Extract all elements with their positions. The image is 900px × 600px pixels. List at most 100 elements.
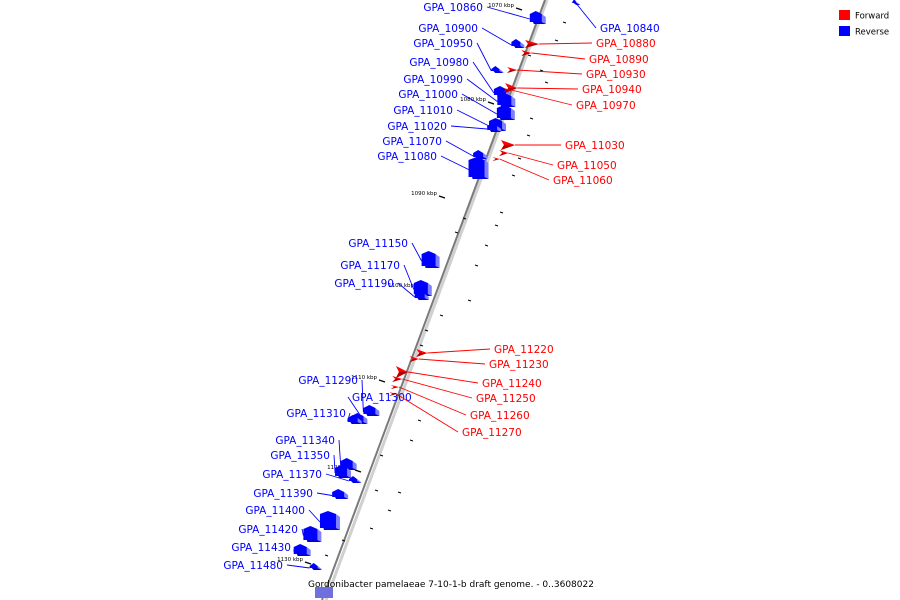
gene-feature[interactable] [491, 66, 504, 73]
gene-feature[interactable] [389, 392, 397, 396]
gene-label[interactable]: GPA_11430 [231, 542, 291, 554]
gene-shadow-face [317, 529, 322, 542]
gene-feature[interactable] [521, 50, 532, 56]
gene-shadow-face [497, 126, 502, 132]
gene-feature[interactable] [395, 366, 408, 378]
gene-feature[interactable] [511, 39, 525, 48]
gene-leader-line [338, 439, 342, 466]
minor-tick [424, 329, 429, 332]
gene-label[interactable]: GPA_11190 [334, 278, 394, 290]
gene-label[interactable]: GPA_11310 [286, 408, 346, 420]
gene-body [491, 66, 500, 71]
gene-feature[interactable] [392, 376, 403, 382]
gene-leader-line [398, 386, 467, 416]
gene-label[interactable]: GPA_11220 [494, 344, 554, 356]
minor-tick [467, 299, 472, 302]
gene-side-face [521, 53, 532, 56]
gene-label[interactable]: GPA_11300 [352, 392, 412, 404]
gene-feature[interactable] [503, 88, 512, 92]
gene-label[interactable]: GPA_11420 [238, 524, 298, 536]
gene-label[interactable]: GPA_11000 [398, 89, 458, 101]
gene-leader-line [466, 78, 498, 102]
gene-label[interactable]: GPA_11150 [348, 238, 408, 250]
gene-label[interactable]: GPA_11010 [393, 105, 453, 117]
minor-tick [544, 81, 549, 84]
gene-label[interactable]: GPA_11260 [470, 410, 530, 422]
gene-label[interactable]: GPA_10860 [423, 2, 483, 14]
gene-leader-line [418, 358, 486, 365]
gene-feature[interactable] [335, 465, 352, 478]
gene-label[interactable]: GPA_11350 [270, 450, 330, 462]
gene-label[interactable]: GPA_10990 [403, 74, 463, 86]
gene-feature[interactable] [348, 476, 361, 483]
gene-label[interactable]: GPA_11070 [382, 136, 442, 148]
minor-tick [379, 454, 384, 457]
gene-label[interactable]: GPA_11020 [387, 121, 447, 133]
gene-label[interactable]: GPA_10980 [409, 57, 469, 69]
minor-tick [554, 39, 559, 42]
gene-label[interactable]: GPA_11050 [557, 160, 617, 172]
gene-label[interactable]: GPA_10900 [418, 23, 478, 35]
gene-feature[interactable] [468, 157, 489, 179]
gene-feature[interactable] [497, 93, 516, 107]
gene-feature[interactable] [390, 385, 399, 389]
gene-feature[interactable] [529, 11, 546, 24]
gene-feature[interactable] [409, 356, 419, 362]
gene-leader-line [511, 89, 573, 106]
gene-feature[interactable] [487, 123, 502, 132]
gene-label[interactable]: GPA_11340 [275, 435, 335, 447]
minor-tick [474, 264, 479, 267]
gene-feature[interactable] [319, 511, 340, 530]
gene-feature[interactable] [496, 105, 515, 120]
gene-feature[interactable] [421, 251, 440, 268]
gene-label[interactable]: GPA_10950 [413, 38, 473, 50]
gene-feature[interactable] [492, 157, 500, 161]
gene-label[interactable]: GPA_11060 [553, 175, 613, 187]
gene-label[interactable]: GPA_11170 [340, 260, 400, 272]
gene-feature[interactable] [293, 544, 311, 556]
gene-feature[interactable] [332, 489, 349, 499]
gene-feature[interactable] [414, 291, 429, 300]
gene-feature[interactable] [416, 349, 428, 357]
gene-leader-line [575, 3, 597, 29]
gene-feature[interactable] [303, 526, 322, 542]
gene-label[interactable]: GPA_11290 [298, 375, 358, 387]
scale-tick [515, 7, 523, 11]
minor-tick [499, 211, 504, 214]
gene-label[interactable]: GPA_11480 [223, 560, 283, 572]
gene-label[interactable]: GPA_10890 [589, 54, 649, 66]
gene-feature[interactable] [363, 405, 380, 416]
gene-label[interactable]: GPA_11400 [245, 505, 305, 517]
gene-feature[interactable] [572, 0, 581, 5]
gene-side-face [416, 353, 428, 357]
gene-label[interactable]: GPA_11370 [262, 469, 322, 481]
gene-label[interactable]: GPA_11270 [462, 427, 522, 439]
gene-body [309, 563, 318, 568]
gene-body [511, 39, 521, 46]
gene-label[interactable]: GPA_11080 [377, 151, 437, 163]
gene-label[interactable]: GPA_10940 [582, 84, 642, 96]
gene-label[interactable]: GPA_10880 [596, 38, 656, 50]
gene-shadow-face [510, 108, 515, 120]
gene-feature[interactable] [309, 563, 322, 570]
gene-label[interactable]: GPA_11030 [565, 140, 625, 152]
gene-feature[interactable] [340, 458, 357, 470]
gene-shadow-face [511, 96, 516, 107]
gene-label[interactable]: GPA_11390 [253, 488, 313, 500]
gene-label[interactable]: GPA_11230 [489, 359, 549, 371]
minor-tick [529, 117, 534, 120]
gene-label[interactable]: GPA_10930 [586, 69, 646, 81]
gene-label[interactable]: GPA_11250 [476, 393, 536, 405]
gene-leader-line [333, 454, 336, 474]
gene-feature[interactable] [499, 150, 509, 156]
gene-shadow-face [541, 14, 546, 24]
scale-tick [487, 101, 495, 105]
gene-label[interactable]: GPA_10970 [576, 100, 636, 112]
gene-feature[interactable] [507, 67, 518, 73]
gene-feature[interactable] [525, 40, 540, 48]
gene-feature[interactable] [500, 140, 515, 150]
gene-label[interactable]: GPA_10840 [600, 23, 660, 35]
gene-feature[interactable] [347, 415, 362, 424]
gene-label[interactable]: GPA_11240 [482, 378, 542, 390]
